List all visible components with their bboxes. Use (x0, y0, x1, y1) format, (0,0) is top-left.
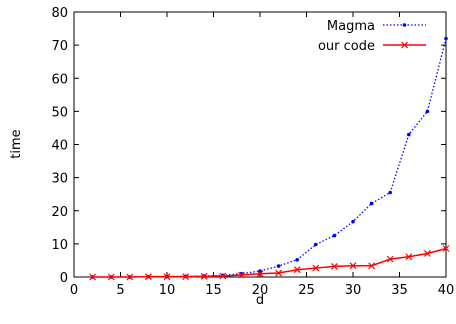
data-point-our-code (275, 269, 283, 277)
data-point-magma (351, 219, 355, 224)
data-point-magma (276, 264, 281, 268)
x-tick-label: 30 (345, 283, 362, 298)
data-point-our-code (200, 272, 208, 280)
series-magma (90, 36, 448, 279)
x-tick-label: 15 (205, 283, 222, 298)
data-point-our-code (330, 262, 338, 270)
series-our-code (89, 245, 450, 281)
data-point-our-code (107, 273, 115, 281)
data-point-our-code (368, 262, 376, 270)
series-line-our-code (92, 247, 447, 278)
data-point-our-code (442, 245, 450, 252)
y-tick-label: 80 (51, 6, 68, 21)
x-tick-label: 35 (391, 283, 408, 298)
data-point-magma (388, 190, 393, 195)
data-point-our-code (163, 273, 171, 281)
data-point-our-code (293, 266, 301, 274)
data-point-our-code (423, 250, 431, 257)
x-tick-label: 10 (159, 283, 176, 298)
data-point-magma (314, 242, 318, 247)
data-point-our-code (386, 255, 394, 263)
series-layer (89, 36, 450, 281)
legend-item-our-code: our code (318, 39, 426, 54)
x-tick-label: 25 (298, 283, 315, 298)
legend-marker (401, 41, 408, 49)
y-tick-label: 20 (51, 205, 68, 220)
y-tick-label: 50 (51, 105, 68, 120)
data-point-our-code (219, 272, 227, 280)
legend: Magma our code (318, 19, 426, 54)
data-point-our-code (144, 273, 152, 281)
y-tick-label: 10 (51, 238, 68, 253)
y-tick-label: 60 (51, 72, 68, 87)
data-point-magma (425, 109, 430, 114)
x-tick-label: 0 (70, 283, 78, 298)
data-point-magma (444, 36, 448, 41)
legend-marker (402, 23, 407, 27)
legend-label: our code (318, 39, 375, 54)
y-axis-ticks: 0 10 20 30 40 50 60 70 80 (51, 6, 446, 286)
x-tick-label: 40 (438, 283, 455, 298)
y-tick-label: 0 (60, 271, 68, 286)
y-tick-label: 30 (51, 172, 68, 187)
data-point-our-code (89, 273, 97, 281)
data-point-magma (407, 132, 411, 137)
data-point-our-code (182, 273, 190, 281)
y-tick-label: 40 (51, 139, 68, 154)
data-point-magma (369, 201, 374, 206)
data-point-our-code (349, 262, 357, 270)
data-point-our-code (256, 270, 264, 278)
data-point-magma (295, 257, 300, 262)
data-point-magma (258, 269, 262, 273)
data-point-magma (332, 233, 337, 238)
x-tick-label: 20 (252, 283, 269, 298)
plot-frame (73, 11, 447, 278)
x-axis-label: d (256, 293, 264, 308)
y-tick-label: 70 (51, 39, 68, 54)
legend-label: Magma (327, 19, 375, 34)
data-point-our-code (312, 264, 320, 272)
data-point-our-code (126, 273, 134, 281)
x-tick-label: 5 (116, 283, 124, 298)
data-point-our-code (237, 271, 245, 279)
data-point-our-code (405, 253, 413, 261)
y-axis-label: time (9, 129, 24, 158)
x-axis-ticks: 0 5 10 15 20 25 30 35 40 (70, 12, 454, 298)
legend-item-magma: Magma (327, 19, 426, 34)
series-line-magma (92, 38, 447, 278)
